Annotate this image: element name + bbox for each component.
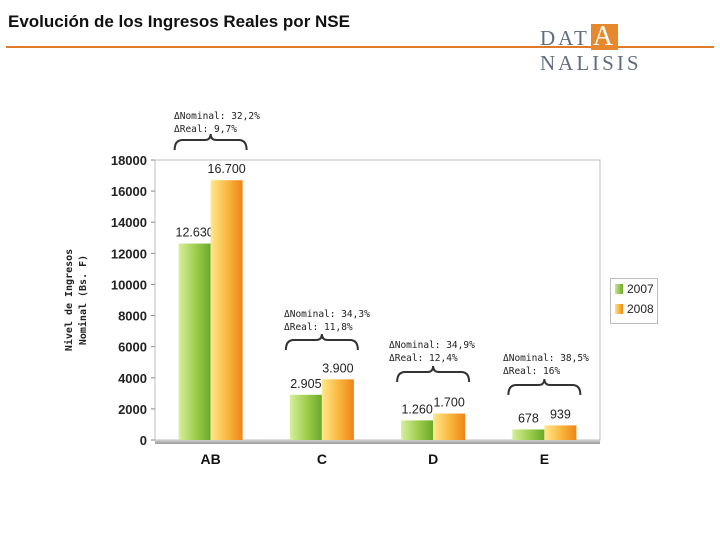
annotation-d-real: ΔReal: 12,4%: [389, 353, 458, 364]
y-tick-label: 8000: [118, 309, 147, 324]
annotation-ab-real: ΔReal: 9,7%: [174, 124, 237, 135]
legend-item-2007: 2007: [611, 279, 657, 299]
y-tick-label: 0: [140, 433, 147, 448]
bar-2007-C: [289, 394, 322, 440]
bracket-AB: [173, 133, 248, 151]
y-tick-label: 14000: [111, 215, 147, 230]
legend-label-2007: 2007: [627, 282, 654, 296]
y-tick-label: 6000: [118, 340, 147, 355]
y-axis-label-line2: Nominal (Bs. F): [77, 255, 89, 345]
annotation-e-nominal: ΔNominal: 38,5%: [503, 353, 589, 364]
x-tick-label-AB: AB: [201, 451, 221, 467]
bracket-E: [507, 378, 582, 396]
y-tick-label: 4000: [118, 371, 147, 386]
bar-2007-E: [512, 429, 545, 440]
plot-floor: [155, 440, 600, 444]
data-label-2007-AB: 12.630: [176, 226, 214, 240]
annotation-c-real: ΔReal: 11,8%: [284, 322, 353, 333]
bar-2008-AB: [210, 180, 243, 440]
bar-2007-D: [401, 420, 434, 440]
legend-label-2008: 2008: [627, 302, 654, 316]
y-axis-label: Nivel de Ingresos: [63, 249, 75, 351]
bracket-D: [396, 365, 471, 383]
logo-text-post: NALISIS: [540, 51, 642, 75]
y-tick-label: 10000: [111, 277, 147, 292]
y-tick-label: 2000: [118, 402, 147, 417]
chart-legend: 2007 2008: [610, 278, 658, 324]
logo-text-big: A: [590, 21, 619, 52]
legend-swatch-2007: [615, 284, 623, 294]
data-label-2008-AB: 16.700: [208, 162, 246, 176]
bracket-C: [284, 333, 359, 351]
page-title: Evolución de los Ingresos Reales por NSE: [8, 12, 350, 31]
data-label-2007-D: 1.260: [401, 402, 432, 416]
y-tick-label: 16000: [111, 184, 147, 199]
annotation-ab: ΔNominal: 32,2% ΔReal: 9,7%: [174, 110, 260, 136]
data-label-2008-C: 3.900: [322, 361, 353, 375]
x-tick-label-E: E: [540, 451, 549, 467]
annotation-e: ΔNominal: 38,5% ΔReal: 16%: [503, 352, 589, 378]
annotation-e-real: ΔReal: 16%: [503, 366, 561, 377]
annotation-c-nominal: ΔNominal: 34,3%: [284, 309, 370, 320]
x-tick-label-D: D: [428, 451, 438, 467]
legend-swatch-2008: [615, 304, 623, 314]
x-tick-label-C: C: [317, 451, 327, 467]
data-label-2007-E: 678: [518, 411, 539, 425]
bar-2008-D: [433, 413, 466, 440]
annotation-ab-nominal: ΔNominal: 32,2%: [174, 111, 260, 122]
y-tick-label: 12000: [111, 246, 147, 261]
logo-text-pre: DAT: [540, 26, 590, 50]
datanalisis-logo: DAT ANALISIS: [540, 21, 720, 76]
data-label-2008-D: 1.700: [433, 396, 464, 410]
bar-2007-AB: [178, 243, 211, 440]
data-label-2008-E: 939: [550, 407, 571, 421]
annotation-c: ΔNominal: 34,3% ΔReal: 11,8%: [284, 308, 370, 334]
annotation-d-nominal: ΔNominal: 34,9%: [389, 340, 475, 351]
bar-2008-E: [544, 425, 577, 440]
title-divider: [6, 46, 714, 48]
legend-item-2008: 2008: [611, 299, 657, 319]
annotation-d: ΔNominal: 34,9% ΔReal: 12,4%: [389, 339, 475, 365]
data-label-2007-C: 2.905: [290, 377, 321, 391]
y-tick-label: 18000: [111, 153, 147, 168]
bar-2008-C: [321, 379, 354, 440]
